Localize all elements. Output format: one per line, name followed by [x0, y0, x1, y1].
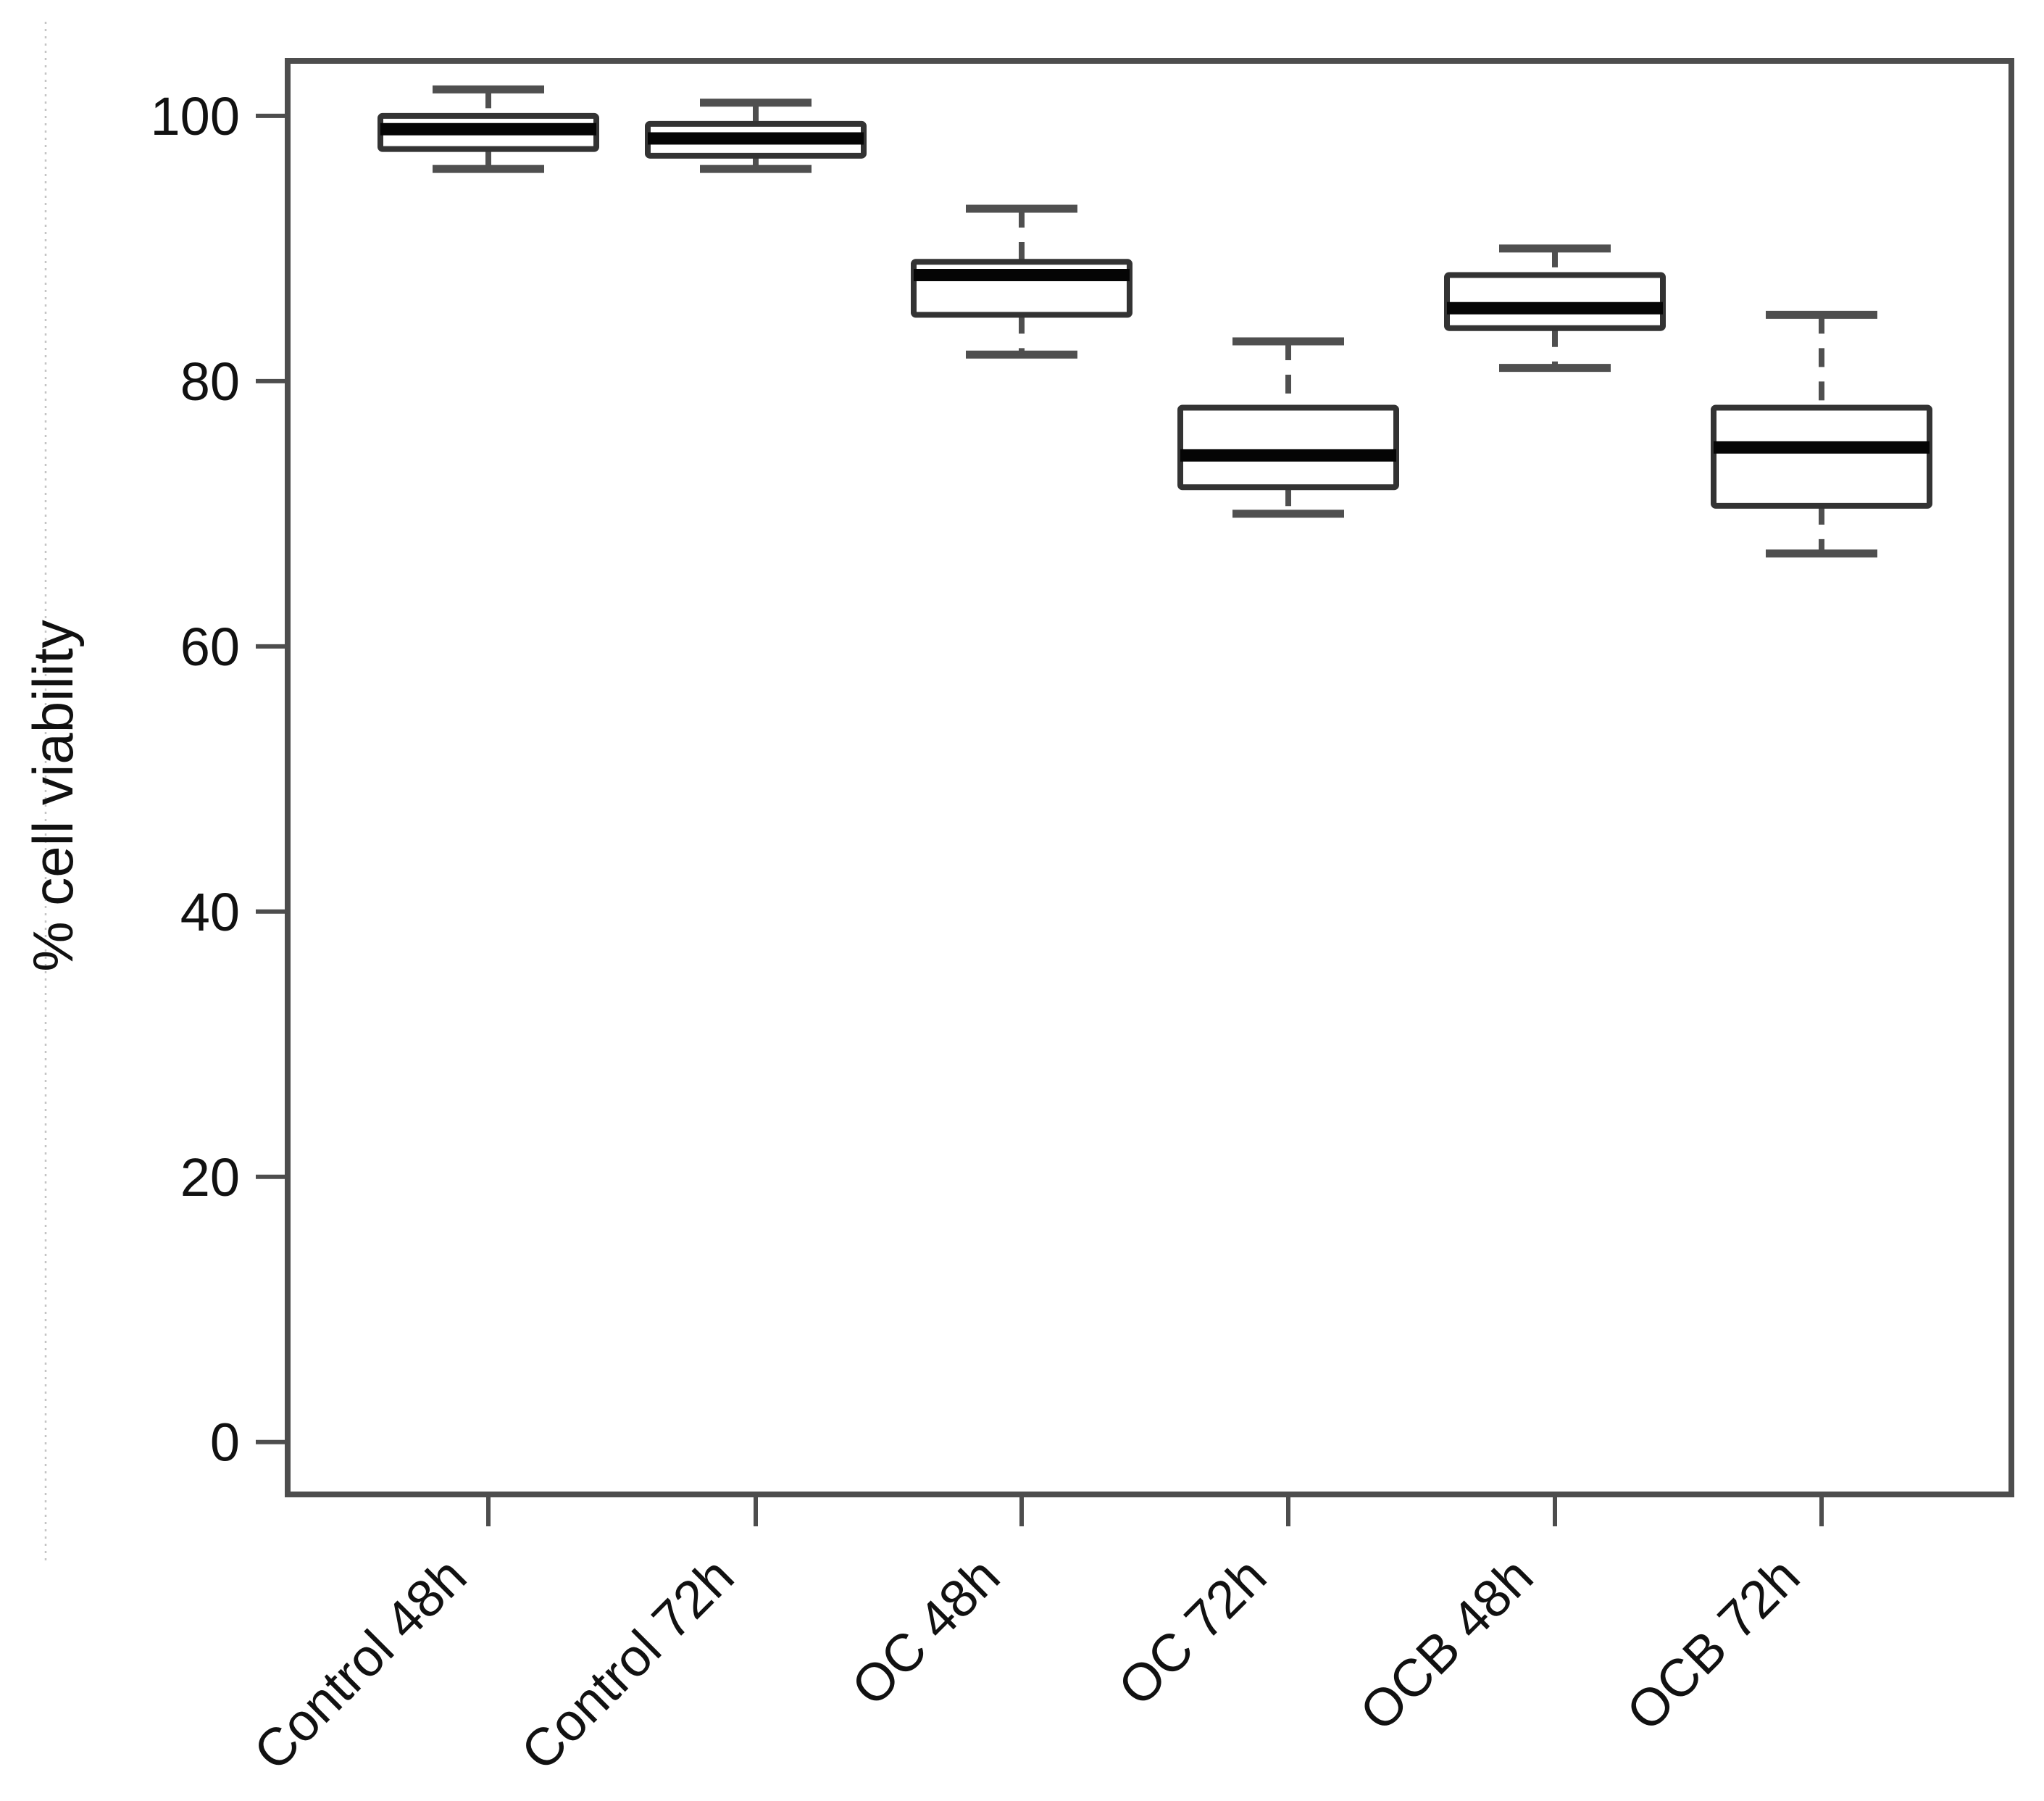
- iqr-box: [1177, 404, 1399, 491]
- y-axis-tick-label: 20: [180, 1147, 240, 1207]
- y-axis-tick-label: 60: [180, 617, 240, 677]
- y-axis-tick-label: 100: [151, 86, 240, 146]
- plot-frame: [285, 58, 2014, 1497]
- y-axis-tick-label: 80: [180, 352, 240, 412]
- x-axis-category-label: OC 72h: [1107, 1547, 1277, 1717]
- x-axis-category-label: Control 48h: [243, 1547, 477, 1781]
- iqr-box: [1444, 272, 1666, 331]
- y-axis-tick-label: 0: [210, 1413, 240, 1473]
- x-axis-category-label: OCB 72h: [1616, 1547, 1811, 1742]
- iqr-box: [1711, 404, 1932, 509]
- x-axis-category-label: Control 72h: [510, 1547, 745, 1781]
- x-axis-category-label: OC 48h: [840, 1547, 1011, 1717]
- chart-root: 0 20 40 60 80 100 Control 48h Control 72h OC 48h…: [44, 22, 2014, 1781]
- y-axis-tick-label: 40: [180, 882, 240, 942]
- y-axis-title: % cell viability: [21, 620, 85, 971]
- x-axis-category-label: OCB 48h: [1349, 1547, 1545, 1742]
